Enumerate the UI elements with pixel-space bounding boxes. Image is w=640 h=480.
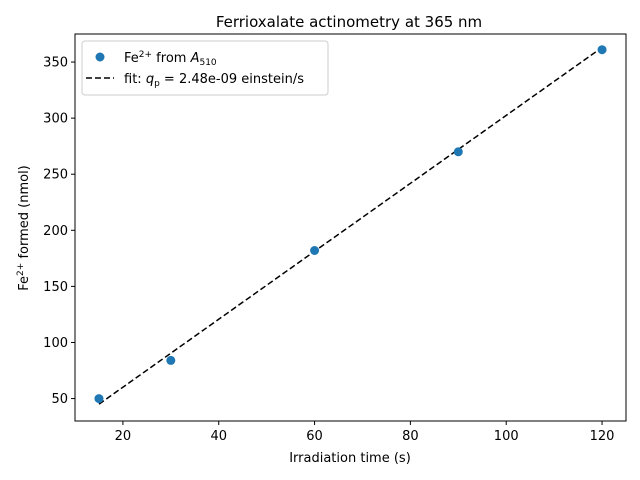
x-tick-label: 20 <box>115 429 132 444</box>
legend: Fe2+ from A510 fit: qp = 2.48e-09 einste… <box>81 40 329 96</box>
fit-layer <box>98 46 603 405</box>
x-tick-label: 80 <box>402 429 419 444</box>
y-axis-label-sup: 2+ <box>16 263 26 276</box>
legend-marker-data <box>95 52 105 62</box>
data-point <box>310 245 320 255</box>
y-tick-label: 150 <box>43 280 68 295</box>
y-axis: 50 100 150 200 250 300 350 <box>43 56 75 407</box>
x-tick-label: 40 <box>210 429 227 444</box>
points-layer <box>94 45 607 404</box>
x-axis-label: Irradiation time (s) <box>289 451 411 466</box>
y-tick-label: 100 <box>43 336 68 351</box>
legend-fit-var: q <box>146 72 154 87</box>
legend-data-sup: 2+ <box>139 50 152 60</box>
y-tick-label: 250 <box>43 168 68 183</box>
y-tick-label: 50 <box>51 392 68 407</box>
axes-frame <box>74 33 627 422</box>
legend-label-fit: fit: qp = 2.48e-09 einstein/s <box>124 72 304 89</box>
data-point <box>94 394 104 404</box>
y-tick-label: 300 <box>43 112 68 127</box>
legend-label-data: Fe2+ from A510 <box>124 50 217 68</box>
legend-fit-sub: p <box>154 79 160 89</box>
x-tick-label: 120 <box>590 429 615 444</box>
legend-frame <box>81 40 329 96</box>
legend-fit-suffix: = 2.48e-09 einstein/s <box>160 72 304 87</box>
x-axis: 20 40 60 80 100 120 <box>115 421 615 444</box>
fit-line <box>98 46 603 405</box>
legend-data-sub: 510 <box>199 58 216 68</box>
y-tick-label: 350 <box>43 56 68 71</box>
x-tick-label: 100 <box>494 429 519 444</box>
legend-fit-prefix: fit: <box>124 72 146 87</box>
data-point <box>597 45 607 55</box>
y-axis-label-prefix: Fe <box>17 276 32 291</box>
legend-data-var: A <box>190 51 200 66</box>
legend-data-mid: from <box>152 51 191 66</box>
data-point <box>453 147 463 157</box>
y-axis-label: Fe2+ formed (nmol) <box>16 165 32 290</box>
data-point <box>166 355 176 365</box>
chart-title: Ferrioxalate actinometry at 365 nm <box>216 13 482 31</box>
x-tick-label: 60 <box>306 429 323 444</box>
legend-data-main: Fe <box>124 51 139 66</box>
y-axis-label-suffix: formed (nmol) <box>17 165 32 262</box>
plot-area <box>74 33 627 422</box>
y-tick-label: 200 <box>43 224 68 239</box>
